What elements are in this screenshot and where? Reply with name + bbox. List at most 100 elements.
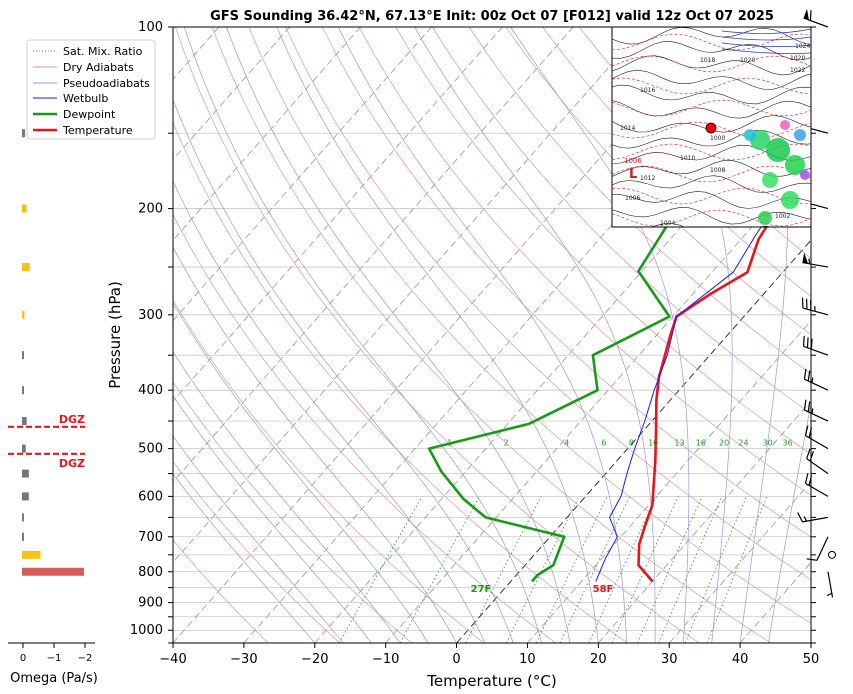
- barb-staff: [802, 307, 829, 316]
- mixing-ratio-line: [658, 496, 723, 643]
- y-tick-label: 100: [138, 20, 163, 35]
- dry-adiabat: [173, 213, 556, 643]
- omega-tick-2: −2: [78, 653, 93, 664]
- map-isobar: [612, 100, 811, 119]
- isotherm: [173, 27, 361, 241]
- pseudoadiabat: [338, 27, 628, 643]
- pseudoadiabat: [173, 351, 401, 643]
- legend-entry-dry-adiabats: Dry Adiabats: [63, 61, 134, 74]
- isotherm: [597, 400, 811, 643]
- legend-entry-temperature: Temperature: [62, 124, 133, 137]
- pseudoadiabat: [173, 98, 514, 643]
- surface-temperature-label: 58F: [593, 584, 614, 595]
- barb-staff: [803, 17, 829, 28]
- mixing-ratio-label: 1: [447, 439, 452, 448]
- map-precip: [762, 172, 778, 188]
- map-pressure-label: 1018: [700, 57, 715, 64]
- map-blue-contour: [721, 42, 811, 47]
- pseudoadiabat: [510, 27, 690, 643]
- legend: Sat. Mix. Ratio Dry Adiabats Pseudoadiab…: [26, 39, 156, 140]
- barb-staff: [805, 435, 829, 450]
- dry-adiabat: [173, 461, 341, 643]
- mixing-ratio-label: 16: [696, 439, 706, 448]
- mixing-ratio-line: [706, 496, 768, 643]
- mixing-ratio-label: 24: [738, 439, 748, 448]
- barb-staff: [806, 458, 829, 475]
- map-isobar: [612, 84, 811, 105]
- omega-bar: [22, 351, 24, 360]
- isotherm: [456, 239, 811, 643]
- barb-full: [809, 450, 814, 462]
- map-isobar: [612, 41, 811, 61]
- x-axis-ticks: −40 −30 −20 −10 0 10 20 30 40 50: [159, 643, 819, 667]
- legend-entry-dewpoint: Dewpoint: [63, 108, 116, 121]
- y-tick-label: 600: [138, 489, 163, 504]
- wind-barb: [797, 512, 829, 523]
- barb-full: [804, 425, 809, 436]
- barb-full: [806, 558, 818, 561]
- map-temperature-contour: [612, 99, 811, 117]
- map-precip: [800, 170, 810, 180]
- legend-entry-wetbulb: Wetbulb: [63, 92, 108, 105]
- map-isobar: [612, 129, 811, 149]
- mixing-ratio-line: [611, 496, 679, 643]
- inset-map: 1024 1020 1018 1016 1014 1012 1010 1008 1006 1004…: [611, 26, 812, 228]
- pseudoadiabat: [173, 395, 372, 643]
- map-blue-contour: [721, 28, 811, 34]
- barb-half: [826, 592, 833, 597]
- omega-tick-0: 0: [20, 653, 26, 664]
- chart-title: GFS Sounding 36.42°N, 67.13°E Init: 00z …: [210, 9, 774, 24]
- pseudoadiabat: [414, 27, 656, 643]
- map-pressure-label: 1024: [795, 43, 810, 50]
- map-blue-contour: [721, 36, 811, 41]
- dry-adiabat: [285, 27, 811, 581]
- mixing-ratio-line: [506, 496, 580, 643]
- x-tick-label: −30: [230, 652, 257, 667]
- mixing-ratio-line: [637, 496, 703, 643]
- wind-barb: [803, 368, 829, 391]
- map-pressure-label: 1002: [775, 213, 790, 220]
- pseudoadiabat: [173, 180, 486, 643]
- map-precip: [744, 129, 756, 141]
- barb-full: [806, 448, 811, 459]
- barb-full: [806, 337, 809, 348]
- wind-barb: [801, 297, 829, 316]
- y-tick-label: 300: [138, 308, 163, 323]
- wind-barb: [803, 8, 829, 28]
- mixing-ratio-label: 6: [601, 439, 606, 448]
- y-tick-label: 800: [138, 565, 163, 580]
- mixing-ratio-line: [588, 496, 657, 643]
- pseudoadiabat: [226, 27, 571, 643]
- omega-bar: [22, 263, 30, 272]
- omega-bar: [22, 550, 41, 559]
- map-precip: [785, 155, 805, 175]
- map-pressure-label: 1008: [710, 167, 725, 174]
- wind-barb: [826, 571, 834, 598]
- dry-adiabat: [542, 27, 811, 297]
- pseudoadiabat: [173, 435, 344, 643]
- profile-temperature: [637, 156, 811, 583]
- barb-staff: [803, 345, 829, 356]
- mixing-ratio-label: 30: [763, 439, 773, 448]
- wind-barb: [804, 473, 829, 497]
- legend-entry-pseudoadiabats: Pseudoadiabats: [63, 77, 150, 90]
- map-temperature-contour: [612, 209, 811, 227]
- map-pressure-label: 1022: [790, 67, 805, 74]
- mixing-ratio-label: 10: [648, 439, 658, 448]
- barb-full: [808, 427, 813, 438]
- y-tick-label: 500: [138, 442, 163, 457]
- barb-staff: [804, 378, 829, 391]
- x-axis-label: Temperature (°C): [426, 672, 556, 690]
- surface-dewpoint-label: 27F: [471, 584, 492, 595]
- dgz-label: DGZ: [59, 457, 85, 470]
- x-tick-label: 10: [519, 652, 536, 667]
- plot-frame: [172, 26, 812, 644]
- dry-adiabat: [358, 27, 811, 496]
- barb-full: [810, 338, 813, 350]
- map-precip: [780, 120, 790, 130]
- omega-axis: 0 −1 −2 Omega (Pa/s): [8, 642, 98, 686]
- dry-adiabat: [321, 27, 811, 538]
- barb-full: [807, 370, 811, 382]
- wind-barb: [828, 550, 836, 559]
